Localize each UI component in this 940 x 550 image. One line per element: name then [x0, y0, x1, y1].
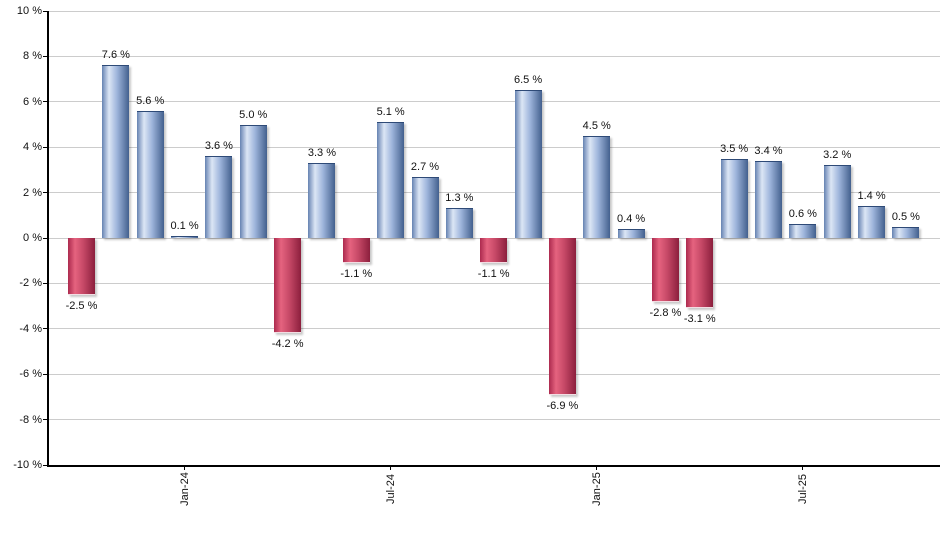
bar-value-label: 5.1 % [376, 106, 405, 119]
y-axis-tick-mark [43, 237, 48, 239]
x-axis-tick-label: Jul-25 [796, 474, 809, 504]
bar-positive [892, 226, 920, 238]
bar-positive [136, 110, 164, 238]
x-axis-tick-mark [802, 465, 804, 470]
bar-value-label: 5.6 % [136, 94, 165, 107]
bar-value-label: 0.6 % [788, 208, 817, 221]
x-axis-tick-label: Jan-25 [590, 472, 603, 506]
bar-negative [274, 238, 302, 334]
y-axis-tick-mark [43, 10, 48, 12]
bar-negative [686, 238, 714, 309]
gridline [48, 282, 940, 284]
gridline [48, 328, 940, 330]
bar-negative [548, 238, 576, 395]
bar-positive [445, 208, 473, 238]
bar-positive [720, 158, 748, 238]
y-axis-tick-mark [43, 101, 48, 103]
y-axis-tick-label: 10 % [16, 5, 42, 17]
y-axis-tick-label: -8 % [19, 413, 42, 426]
bar-value-label: 4.5 % [582, 119, 611, 132]
gridline [48, 146, 940, 148]
y-axis-tick-label: -4 % [19, 322, 42, 335]
bar-value-label: 7.6 % [101, 49, 130, 62]
bar-value-label: 3.6 % [204, 140, 233, 153]
y-axis-tick-label: 8 % [23, 50, 42, 63]
y-axis-tick-mark [43, 328, 48, 330]
x-axis-tick-mark [184, 465, 186, 470]
bar-positive [514, 90, 542, 238]
gridline [48, 10, 940, 12]
bar-value-label: 3.2 % [823, 149, 852, 162]
gridline [48, 192, 940, 194]
bar-positive [858, 206, 886, 238]
bar-value-label: 0.5 % [891, 210, 920, 223]
y-axis-tick-label: 2 % [23, 186, 42, 199]
bar-value-label: -4.2 % [271, 338, 304, 351]
bar-negative [651, 238, 679, 302]
x-axis-tick-label: Jul-24 [384, 474, 397, 504]
gridline [48, 373, 940, 375]
bar-positive [755, 160, 782, 238]
y-axis-tick-label: 4 % [23, 141, 42, 154]
bar-value-label: 0.4 % [617, 212, 646, 225]
bar-value-label: -1.1 % [477, 267, 510, 280]
x-axis-tick-label: Jan-24 [178, 472, 191, 506]
bar-value-label: 5.0 % [239, 108, 268, 121]
y-axis-tick-label: 0 % [23, 232, 42, 244]
y-axis-tick-mark [43, 419, 48, 421]
y-axis-tick-mark [43, 146, 48, 148]
gridline [48, 419, 940, 421]
bar-value-label: -6.9 % [546, 399, 579, 412]
bar-value-label: -1.1 % [340, 267, 373, 280]
bar-positive [308, 163, 336, 238]
bar-positive [617, 228, 645, 238]
bar-positive [171, 235, 199, 238]
bar-negative [480, 238, 508, 263]
bar-negative [68, 238, 95, 295]
bar-value-label: -3.1 % [683, 313, 716, 326]
bar-value-label: 6.5 % [513, 74, 543, 87]
bar-value-label: -2.5 % [65, 299, 98, 312]
y-axis-tick-mark [43, 282, 48, 284]
y-axis-tick-mark [43, 192, 48, 194]
bar-value-label: 3.5 % [720, 142, 749, 155]
bar-negative [342, 238, 370, 263]
gridline [48, 101, 940, 103]
bar-value-label: 1.4 % [857, 190, 886, 203]
y-axis-tick-label: 6 % [23, 95, 42, 108]
y-axis-line [46, 11, 49, 467]
x-axis-line [46, 465, 940, 467]
y-axis-tick-label: -2 % [19, 277, 42, 290]
bar-positive [823, 165, 851, 238]
bar-value-label: 0.1 % [170, 219, 199, 232]
bar-positive [377, 122, 405, 238]
x-axis-tick-mark [390, 465, 392, 470]
x-axis-tick-mark [596, 465, 598, 470]
bar-value-label: 3.3 % [307, 147, 336, 160]
y-axis-tick-label: -10 % [13, 459, 42, 471]
gridline [48, 55, 940, 57]
y-axis-tick-label: -6 % [19, 368, 42, 381]
bar-value-label: 2.7 % [410, 160, 440, 173]
bar-value-label: 3.4 % [754, 144, 783, 157]
bar-positive [583, 135, 611, 238]
y-axis-tick-mark [43, 464, 48, 466]
y-axis-tick-mark [43, 55, 48, 57]
bar-value-label: 1.3 % [445, 192, 474, 205]
bar-positive [239, 124, 267, 238]
y-axis-tick-mark [43, 373, 48, 375]
bar-positive [102, 65, 130, 238]
bar-value-label: -2.8 % [649, 306, 682, 319]
bar-positive [205, 156, 233, 238]
bar-positive [411, 176, 439, 238]
bar-positive [789, 224, 817, 238]
